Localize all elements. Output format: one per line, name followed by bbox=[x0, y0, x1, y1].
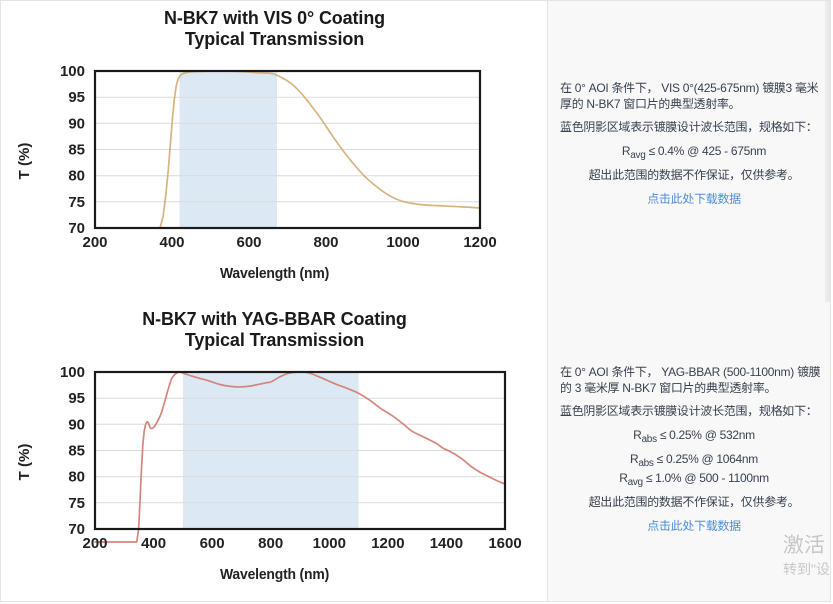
svg-text:90: 90 bbox=[68, 115, 85, 132]
svg-text:75: 75 bbox=[68, 495, 85, 512]
svg-text:400: 400 bbox=[141, 535, 166, 552]
svg-text:100: 100 bbox=[60, 63, 85, 80]
svg-text:80: 80 bbox=[68, 469, 85, 486]
svg-text:400: 400 bbox=[159, 234, 184, 251]
svg-text:1600: 1600 bbox=[488, 535, 521, 552]
svg-text:100: 100 bbox=[60, 364, 85, 381]
svg-text:600: 600 bbox=[236, 234, 261, 251]
svg-text:200: 200 bbox=[82, 535, 107, 552]
svg-text:600: 600 bbox=[200, 535, 225, 552]
svg-text:T (%): T (%) bbox=[16, 143, 33, 180]
svg-text:75: 75 bbox=[68, 194, 85, 211]
svg-text:1200: 1200 bbox=[463, 234, 496, 251]
svg-text:1400: 1400 bbox=[430, 535, 463, 552]
svg-text:800: 800 bbox=[258, 535, 283, 552]
svg-text:800: 800 bbox=[313, 234, 338, 251]
svg-text:T (%): T (%) bbox=[16, 444, 33, 481]
svg-text:90: 90 bbox=[68, 416, 85, 433]
svg-text:95: 95 bbox=[68, 390, 85, 407]
svg-text:1200: 1200 bbox=[371, 535, 404, 552]
svg-text:95: 95 bbox=[68, 89, 85, 106]
svg-text:200: 200 bbox=[82, 234, 107, 251]
svg-text:1000: 1000 bbox=[386, 234, 419, 251]
svg-text:1000: 1000 bbox=[313, 535, 346, 552]
svg-text:85: 85 bbox=[68, 142, 85, 159]
svg-text:85: 85 bbox=[68, 443, 85, 460]
svg-text:80: 80 bbox=[68, 168, 85, 185]
